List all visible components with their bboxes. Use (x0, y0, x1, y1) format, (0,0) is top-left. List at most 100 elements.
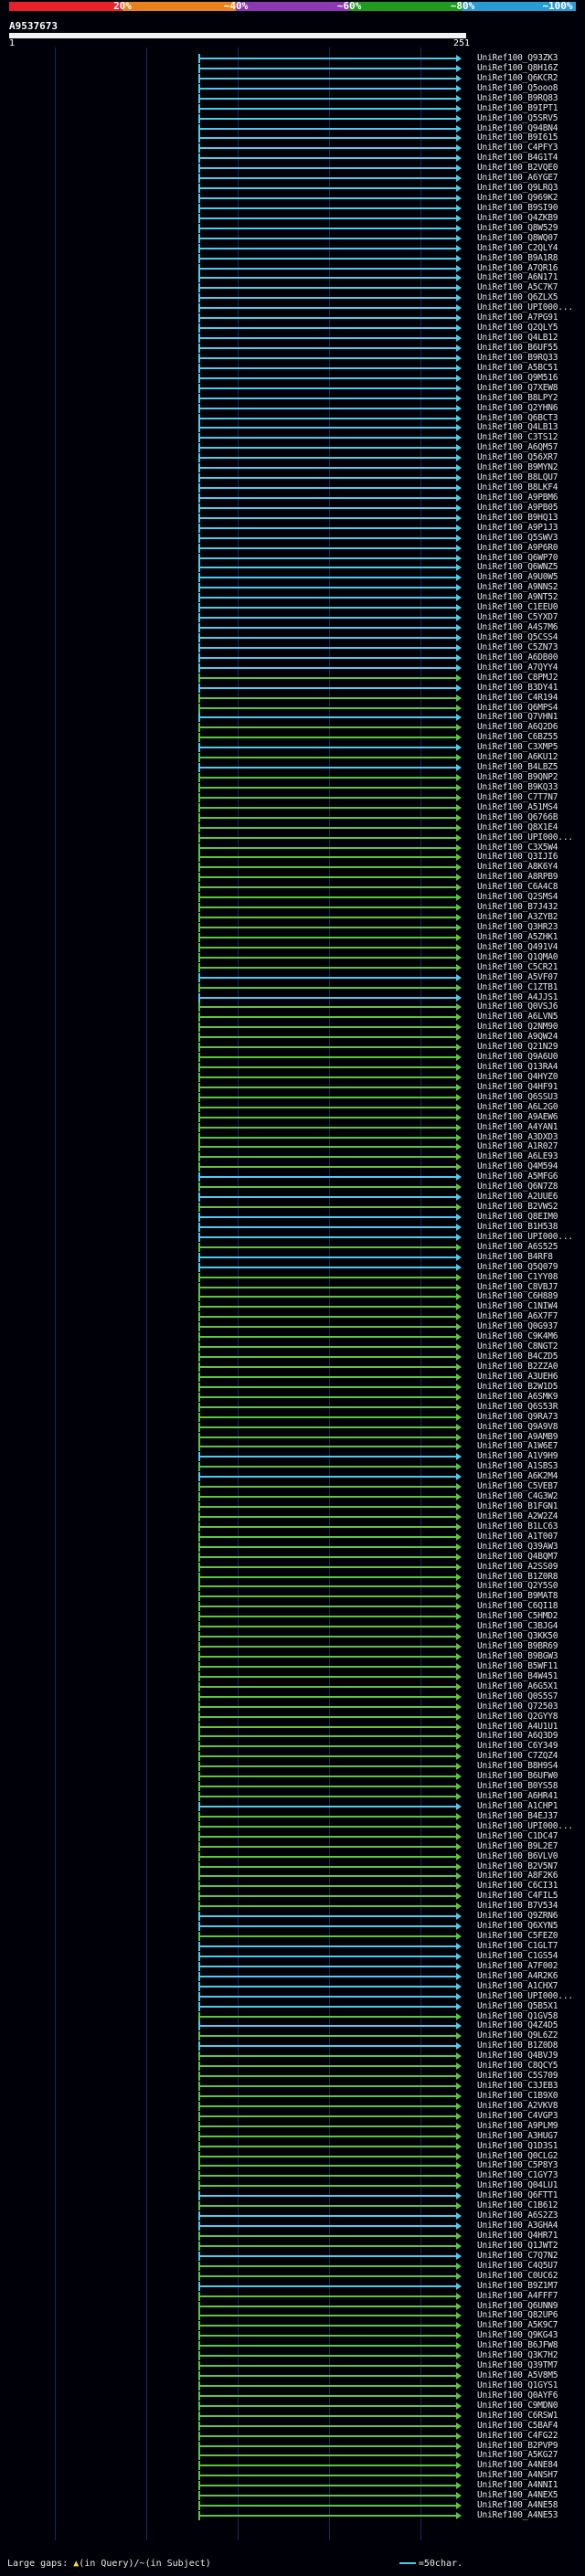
hit-row[interactable]: UniRef100_B0YS58 (0, 1781, 585, 1792)
hit-label[interactable]: UniRef100_B8LPY2 (477, 392, 558, 403)
hit-alignment-bar[interactable] (198, 1752, 462, 1762)
hit-alignment-bar[interactable] (198, 2301, 462, 2311)
hit-alignment-bar[interactable] (198, 1951, 462, 1961)
hit-label[interactable]: UniRef100_A1V9H9 (477, 1451, 558, 1462)
hit-alignment-bar[interactable] (198, 1821, 462, 1831)
hit-row[interactable]: UniRef100_A1V9H9 (0, 1451, 585, 1462)
hit-row[interactable]: UniRef100_C8VBJ7 (0, 1282, 585, 1292)
hit-alignment-bar[interactable] (198, 1492, 462, 1502)
hit-alignment-bar[interactable] (198, 1092, 462, 1102)
hit-alignment-bar[interactable] (198, 1922, 462, 1932)
hit-row[interactable]: UniRef100_Q56XR7 (0, 452, 585, 463)
hit-alignment-bar[interactable] (198, 1861, 462, 1871)
hit-row[interactable]: UniRef100_UPI000... (0, 1991, 585, 2001)
hit-label[interactable]: UniRef100_B4CZD5 (477, 1352, 558, 1362)
hit-alignment-bar[interactable] (198, 1892, 462, 1902)
hit-label[interactable]: UniRef100_A3GHA4 (477, 2221, 558, 2231)
hit-row[interactable]: UniRef100_C1B612 (0, 2200, 585, 2211)
hit-label[interactable]: UniRef100_C3JEB3 (477, 2081, 558, 2092)
hit-alignment-bar[interactable] (198, 293, 462, 303)
hit-row[interactable]: UniRef100_C1EEU0 (0, 602, 585, 613)
hit-alignment-bar[interactable] (198, 2051, 462, 2062)
hit-alignment-bar[interactable] (198, 1602, 462, 1612)
hit-row[interactable]: UniRef100_Q6KCR2 (0, 73, 585, 83)
hit-alignment-bar[interactable] (198, 1462, 462, 1472)
hit-alignment-bar[interactable] (198, 1102, 462, 1112)
hit-alignment-bar[interactable] (198, 2201, 462, 2211)
hit-row[interactable]: UniRef100_Q4Z4D5 (0, 2020, 585, 2031)
hit-label[interactable]: UniRef100_A4NNI1 (477, 2480, 558, 2491)
hit-alignment-bar[interactable] (198, 792, 462, 802)
hit-label[interactable]: UniRef100_B9SI90 (477, 202, 558, 213)
hit-alignment-bar[interactable] (198, 1282, 462, 1292)
hit-alignment-bar[interactable] (198, 903, 462, 913)
hit-label[interactable]: UniRef100_A6K2M4 (477, 1471, 558, 1482)
hit-alignment-bar[interactable] (198, 743, 462, 753)
hit-alignment-bar[interactable] (198, 1422, 462, 1432)
hit-label[interactable]: UniRef100_B1LC63 (477, 1521, 558, 1532)
hit-row[interactable]: UniRef100_A4NSH7 (0, 2470, 585, 2481)
hit-alignment-bar[interactable] (198, 164, 462, 174)
hit-row[interactable]: UniRef100_C1ZTB1 (0, 982, 585, 992)
hit-label[interactable]: UniRef100_C3BJG4 (477, 1621, 558, 1632)
hit-row[interactable]: UniRef100_Q6BCT3 (0, 413, 585, 423)
hit-row[interactable]: UniRef100_C1YY08 (0, 1272, 585, 1282)
hit-row[interactable]: UniRef100_Q1GV58 (0, 2011, 585, 2021)
hit-label[interactable]: UniRef100_A6HR41 (477, 1791, 558, 1802)
hit-row[interactable]: UniRef100_A9P1J3 (0, 523, 585, 533)
hit-label[interactable]: UniRef100_Q9RA73 (477, 1411, 558, 1422)
hit-alignment-bar[interactable] (198, 1182, 462, 1193)
hit-alignment-bar[interactable] (198, 2151, 462, 2161)
hit-label[interactable]: UniRef100_A3DXD3 (477, 1131, 558, 1142)
hit-label[interactable]: UniRef100_C1B9X0 (477, 2090, 558, 2101)
hit-label[interactable]: UniRef100_B2W1D5 (477, 1381, 558, 1392)
hit-alignment-bar[interactable] (198, 812, 462, 822)
hit-row[interactable]: UniRef100_UPI000... (0, 1821, 585, 1831)
hit-row[interactable]: UniRef100_Q6766B (0, 812, 585, 822)
hit-row[interactable]: UniRef100_B9HQ13 (0, 513, 585, 523)
hit-alignment-bar[interactable] (198, 1651, 462, 1661)
hit-row[interactable]: UniRef100_C1B9X0 (0, 2091, 585, 2101)
hit-row[interactable]: UniRef100_B8LQU7 (0, 472, 585, 483)
hit-row[interactable]: UniRef100_B9SI90 (0, 203, 585, 213)
hit-row[interactable]: UniRef100_A9PBM6 (0, 493, 585, 503)
hit-row[interactable]: UniRef100_A7F002 (0, 1961, 585, 1971)
hit-label[interactable]: UniRef100_Q0CLG2 (477, 2150, 558, 2161)
hit-label[interactable]: UniRef100_Q6N7Z8 (477, 1182, 558, 1193)
hit-alignment-bar[interactable] (198, 443, 462, 453)
hit-row[interactable]: UniRef100_B6JFW8 (0, 2340, 585, 2351)
hit-label[interactable]: UniRef100_B9KQ33 (477, 781, 558, 792)
hit-label[interactable]: UniRef100_A6YGE7 (477, 173, 558, 184)
hit-row[interactable]: UniRef100_B3DY41 (0, 683, 585, 693)
hit-row[interactable]: UniRef100_A4FFF7 (0, 2291, 585, 2301)
hit-alignment-bar[interactable] (198, 133, 462, 143)
hit-alignment-bar[interactable] (198, 1352, 462, 1362)
hit-label[interactable]: UniRef100_Q969K2 (477, 193, 558, 204)
hit-label[interactable]: UniRef100_Q0S5S7 (477, 1691, 558, 1701)
hit-label[interactable]: UniRef100_A7F002 (477, 1960, 558, 1971)
hit-label[interactable]: UniRef100_C8NGT2 (477, 1341, 558, 1352)
hit-label[interactable]: UniRef100_A6LVN5 (477, 1012, 558, 1023)
hit-row[interactable]: UniRef100_Q2YHN6 (0, 403, 585, 413)
hit-row[interactable]: UniRef100_A6K2M4 (0, 1471, 585, 1482)
hit-alignment-bar[interactable] (198, 1632, 462, 1642)
hit-label[interactable]: UniRef100_Q6S53R (477, 1401, 558, 1412)
hit-label[interactable]: UniRef100_A2UUE6 (477, 1192, 558, 1203)
hit-alignment-bar[interactable] (198, 323, 462, 334)
hit-row[interactable]: UniRef100_C7T7N7 (0, 792, 585, 802)
hit-row[interactable]: UniRef100_C1GLT7 (0, 1941, 585, 1951)
hit-label[interactable]: UniRef100_A6DB00 (477, 652, 558, 663)
hit-row[interactable]: UniRef100_C8QCY5 (0, 2061, 585, 2072)
hit-label[interactable]: UniRef100_A6N171 (477, 272, 558, 283)
hit-alignment-bar[interactable] (198, 1142, 462, 1152)
hit-alignment-bar[interactable] (198, 263, 462, 273)
hit-alignment-bar[interactable] (198, 593, 462, 603)
hit-label[interactable]: UniRef100_C4VGP3 (477, 2110, 558, 2121)
hit-row[interactable]: UniRef100_Q0CLG2 (0, 2151, 585, 2161)
hit-row[interactable]: UniRef100_A9P6R0 (0, 543, 585, 553)
hit-label[interactable]: UniRef100_Q9L6Z2 (477, 2030, 558, 2041)
hit-label[interactable]: UniRef100_A4NE53 (477, 2510, 558, 2521)
hit-alignment-bar[interactable] (198, 723, 462, 733)
hit-alignment-bar[interactable] (198, 1612, 462, 1622)
hit-alignment-bar[interactable] (198, 423, 462, 433)
